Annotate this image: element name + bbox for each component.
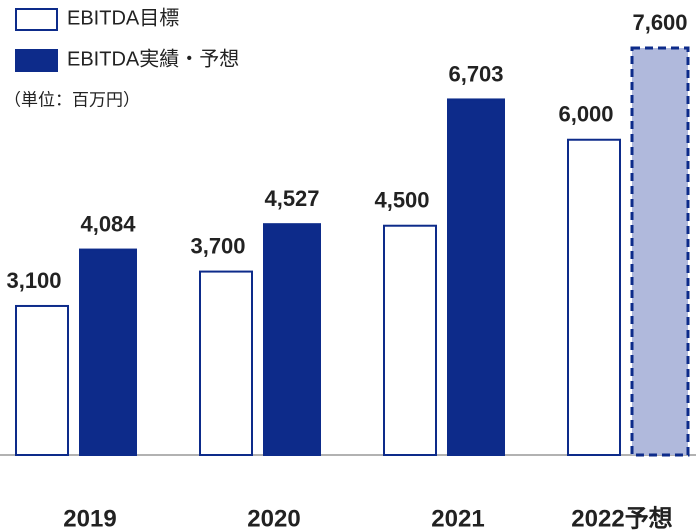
legend-swatch <box>15 8 58 31</box>
bar <box>199 270 253 457</box>
bar <box>263 223 321 456</box>
value-label: 6,000 <box>558 102 613 127</box>
value-label: 4,084 <box>80 211 136 236</box>
legend-swatch <box>15 49 58 72</box>
x-tick-label: 2019 <box>63 505 116 532</box>
unit-label: （単位：百万円） <box>4 90 140 109</box>
value-label: 3,100 <box>6 268 61 293</box>
value-label: 4,500 <box>374 188 429 213</box>
bar <box>630 46 690 457</box>
value-label: 4,527 <box>264 186 319 211</box>
x-tick-label: 2021 <box>431 505 484 532</box>
bar <box>383 224 437 456</box>
x-tick-label: 2022予想 <box>571 505 672 532</box>
value-label: 7,600 <box>632 10 687 35</box>
legend-label: EBITDA実績・予想 <box>67 47 239 70</box>
value-label: 3,700 <box>190 233 245 258</box>
bar <box>447 98 505 457</box>
legend-label: EBITDA目標 <box>67 6 179 29</box>
bar <box>15 304 69 456</box>
bar <box>79 248 137 456</box>
value-label: 6,703 <box>448 61 503 86</box>
bar <box>567 138 621 457</box>
x-tick-label: 2020 <box>247 505 300 532</box>
